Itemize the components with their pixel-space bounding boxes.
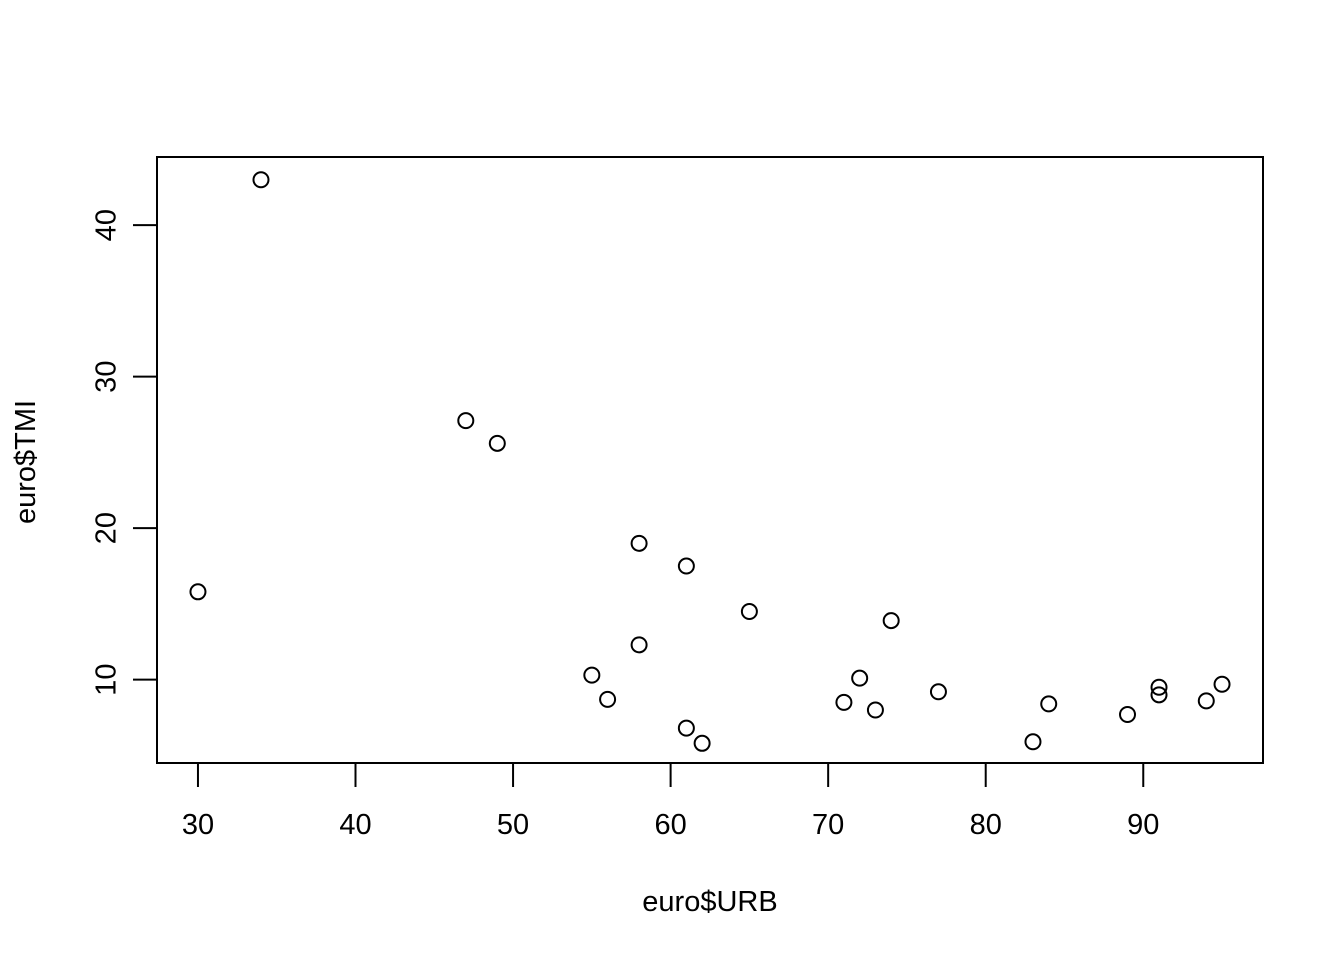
scatter-point <box>252 171 270 189</box>
scatter-point <box>1197 692 1215 710</box>
scatter-point <box>1119 706 1137 724</box>
scatter-point <box>882 612 900 630</box>
x-tick-label: 70 <box>812 809 844 841</box>
scatter-point <box>1213 675 1231 693</box>
x-tick-label: 80 <box>970 809 1002 841</box>
scatter-point <box>599 690 617 708</box>
scatter-point <box>693 734 711 752</box>
scatter-point <box>189 583 207 601</box>
y-tick-label: 30 <box>91 361 123 393</box>
y-tick-label: 20 <box>91 512 123 544</box>
scatter-point <box>1040 695 1058 713</box>
scatter-point <box>457 412 475 430</box>
scatter-point <box>583 666 601 684</box>
scatter-point <box>677 719 695 737</box>
x-axis-title: euro$URB <box>642 886 777 918</box>
scatter-point <box>851 669 869 687</box>
y-axis: 10 20 30 40 <box>91 209 158 696</box>
scatter-point <box>740 603 758 620</box>
x-axis: 30 40 50 60 70 80 90 <box>182 762 1159 841</box>
scatter-point <box>630 534 648 552</box>
plot-frame <box>156 156 1264 764</box>
y-tick-label: 10 <box>91 664 123 696</box>
scatter-point <box>630 636 648 654</box>
scatter-point <box>1150 686 1168 704</box>
x-tick-label: 50 <box>497 809 529 841</box>
scatter-point <box>488 434 506 452</box>
x-tick-label: 90 <box>1127 809 1159 841</box>
scatter-point <box>866 701 884 719</box>
scatter-point <box>1150 678 1168 696</box>
scatter-point <box>677 557 695 575</box>
x-tick-label: 40 <box>339 809 371 841</box>
scatter-point <box>1024 733 1042 751</box>
x-tick-label: 60 <box>654 809 686 841</box>
y-axis-title: euro$TMI <box>10 400 42 524</box>
data-points <box>189 171 1231 752</box>
y-tick-label: 40 <box>91 209 123 241</box>
scatter-point <box>929 683 947 701</box>
x-tick-label: 30 <box>182 809 214 841</box>
scatter-point <box>835 693 853 711</box>
